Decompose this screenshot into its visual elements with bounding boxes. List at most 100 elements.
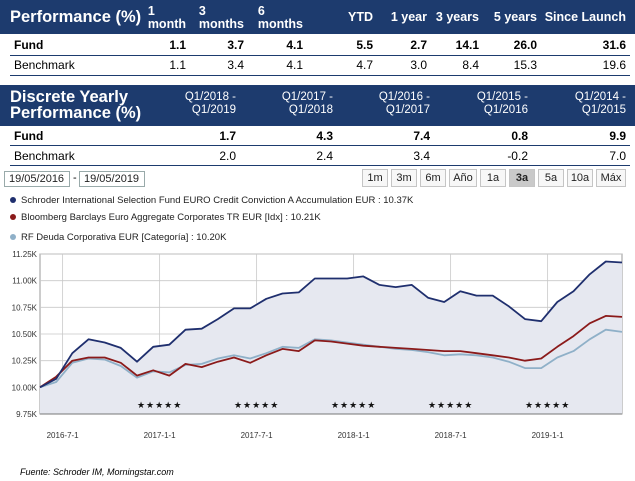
disc-col-header-text: Q1/2017 — [385, 104, 430, 116]
disc-col-header: Q1/2016 - Q1/2017 — [379, 91, 430, 117]
perf-col-header: 6 months — [258, 5, 303, 31]
rating-stars: ★★★★★ — [428, 400, 473, 410]
perf-cell: 3.4 — [227, 58, 244, 72]
disc-col-header-text: Q1/2015 - — [476, 91, 528, 103]
x-tick-label: 2018-7-1 — [435, 431, 468, 440]
perf-col-header-text: months — [257, 17, 303, 31]
range-button-año[interactable]: Año — [449, 169, 477, 187]
series-line-fund — [39, 260, 623, 389]
perf-col-header-text: month — [147, 17, 186, 31]
disc-row-label: Benchmark — [14, 149, 75, 163]
y-tick-label: 10.75K — [12, 303, 38, 312]
disc-col-header: Q1/2015 - Q1/2016 — [477, 91, 528, 117]
disc-cell: -0.2 — [507, 149, 528, 163]
performance-header: Performance (%) 1 month 3 months 6 months YTD 1… — [0, 0, 635, 34]
range-button-máx[interactable]: Máx — [596, 169, 626, 187]
disc-cell: 1.7 — [219, 129, 236, 143]
rating-stars: ★★★★★ — [234, 400, 279, 410]
discrete-title-line2: Performance (%) — [10, 104, 142, 122]
date-separator: - — [73, 172, 77, 184]
perf-col-header-text: months — [198, 17, 244, 31]
performance-title: Performance (%) — [10, 8, 142, 26]
disc-col-header: Q1/2018 - Q1/2019 — [185, 91, 236, 117]
rating-stars: ★★★★★ — [331, 400, 376, 410]
range-button-3a[interactable]: 3a — [509, 169, 535, 187]
x-tick-label: 2018-1-1 — [338, 431, 371, 440]
x-tick-label: 2017-1-1 — [144, 431, 177, 440]
legend-category-label: RF Deuda Corporativa EUR [Categoría] : 1… — [21, 232, 227, 243]
perf-cell: 8.4 — [462, 58, 479, 72]
range-button-5a[interactable]: 5a — [538, 169, 564, 187]
disc-row-divider — [10, 165, 630, 166]
perf-row-label: Benchmark — [14, 58, 75, 72]
perf-cell: 19.6 — [602, 58, 626, 72]
perf-cell: 14.1 — [455, 38, 479, 52]
legend-fund[interactable]: Schroder International Selection Fund EU… — [10, 195, 413, 206]
perf-row-divider — [10, 55, 630, 56]
fund-area-fill — [40, 261, 622, 414]
legend-benchmark[interactable]: Bloomberg Barclays Euro Aggregate Corpor… — [10, 212, 321, 223]
disc-cell: 7.4 — [413, 129, 430, 143]
perf-cell: 15.3 — [513, 58, 537, 72]
perf-col-header: YTD — [348, 11, 373, 24]
perf-cell: 3.0 — [410, 58, 427, 72]
range-button-1a[interactable]: 1a — [480, 169, 506, 187]
perf-col-header-text: 6 — [257, 4, 265, 18]
performance-line-chart: 9.75K 10.00K 10.25K 10.50K 10.75K 11.00K 11.25… — [12, 250, 623, 440]
disc-cell: 0.8 — [511, 129, 528, 143]
perf-col-header: 1 year — [391, 11, 427, 24]
perf-col-header-text: 5 years — [493, 10, 537, 24]
disc-col-header-text: Q1/2016 - — [378, 91, 430, 103]
disc-col-header-text: Q1/2015 — [581, 104, 626, 116]
y-tick-label: 11.00K — [12, 277, 37, 286]
perf-col-header: Since Launch — [545, 11, 626, 24]
legend-fund-marker — [10, 197, 16, 204]
disc-cell: 3.4 — [413, 149, 430, 163]
disc-col-header-text: Q1/2018 - — [184, 91, 236, 103]
disc-col-header: Q1/2014 - Q1/2015 — [575, 91, 626, 117]
perf-cell: 3.7 — [227, 38, 244, 52]
source-note: Fuente: Schroder IM, Morningstar.com — [20, 467, 174, 477]
discrete-title-line1: Discrete Yearly — [10, 88, 129, 106]
series-line-category — [39, 328, 623, 389]
x-tick-label: 2017-7-1 — [241, 431, 274, 440]
disc-cell: 7.0 — [609, 149, 626, 163]
perf-col-header-text: Since Launch — [544, 10, 626, 24]
perf-col-header-text: 3 — [198, 4, 206, 18]
disc-cell: 2.4 — [316, 149, 333, 163]
y-tick-label: 10.50K — [12, 330, 38, 339]
y-tick-label: 10.00K — [12, 383, 38, 392]
perf-col-header: 3 years — [436, 11, 479, 24]
legend-benchmark-marker — [10, 214, 16, 221]
discrete-header: Discrete Yearly Performance (%) Q1/2018 … — [0, 85, 635, 126]
y-tick-label: 10.25K — [12, 357, 38, 366]
legend-fund-label: Schroder International Selection Fund EU… — [21, 195, 414, 206]
legend-category-marker — [10, 234, 16, 241]
perf-cell: 4.1 — [286, 38, 303, 52]
perf-col-header-text: 1 year — [390, 10, 427, 24]
disc-col-header: Q1/2017 - Q1/2018 — [282, 91, 333, 117]
date-from-input[interactable]: 19/05/2016 — [4, 171, 70, 187]
legend-category[interactable]: RF Deuda Corporativa EUR [Categoría] : 1… — [10, 232, 226, 243]
date-to-input[interactable]: 19/05/2019 — [79, 171, 145, 187]
range-button-3m[interactable]: 3m — [391, 169, 417, 187]
disc-cell: 9.9 — [609, 129, 626, 143]
disc-col-header-text: Q1/2019 — [191, 104, 236, 116]
legend-benchmark-label: Bloomberg Barclays Euro Aggregate Corpor… — [21, 212, 321, 223]
disc-cell: 4.3 — [316, 129, 333, 143]
perf-col-header: 3 months — [199, 5, 244, 31]
perf-cell: 26.0 — [513, 38, 537, 52]
disc-col-header-text: Q1/2016 — [483, 104, 528, 116]
rating-stars: ★★★★★ — [525, 400, 570, 410]
perf-cell: 5.5 — [356, 38, 373, 52]
perf-cell: 1.1 — [169, 38, 186, 52]
perf-row-label: Fund — [14, 38, 44, 52]
perf-cell: 4.7 — [356, 58, 373, 72]
disc-col-header-text: Q1/2014 - — [574, 91, 626, 103]
series-line-benchmark — [39, 315, 623, 389]
disc-row-label: Fund — [14, 129, 44, 143]
range-button-1m[interactable]: 1m — [362, 169, 388, 187]
range-button-10a[interactable]: 10a — [567, 169, 593, 187]
disc-cell: 2.0 — [219, 149, 236, 163]
range-button-6m[interactable]: 6m — [420, 169, 446, 187]
